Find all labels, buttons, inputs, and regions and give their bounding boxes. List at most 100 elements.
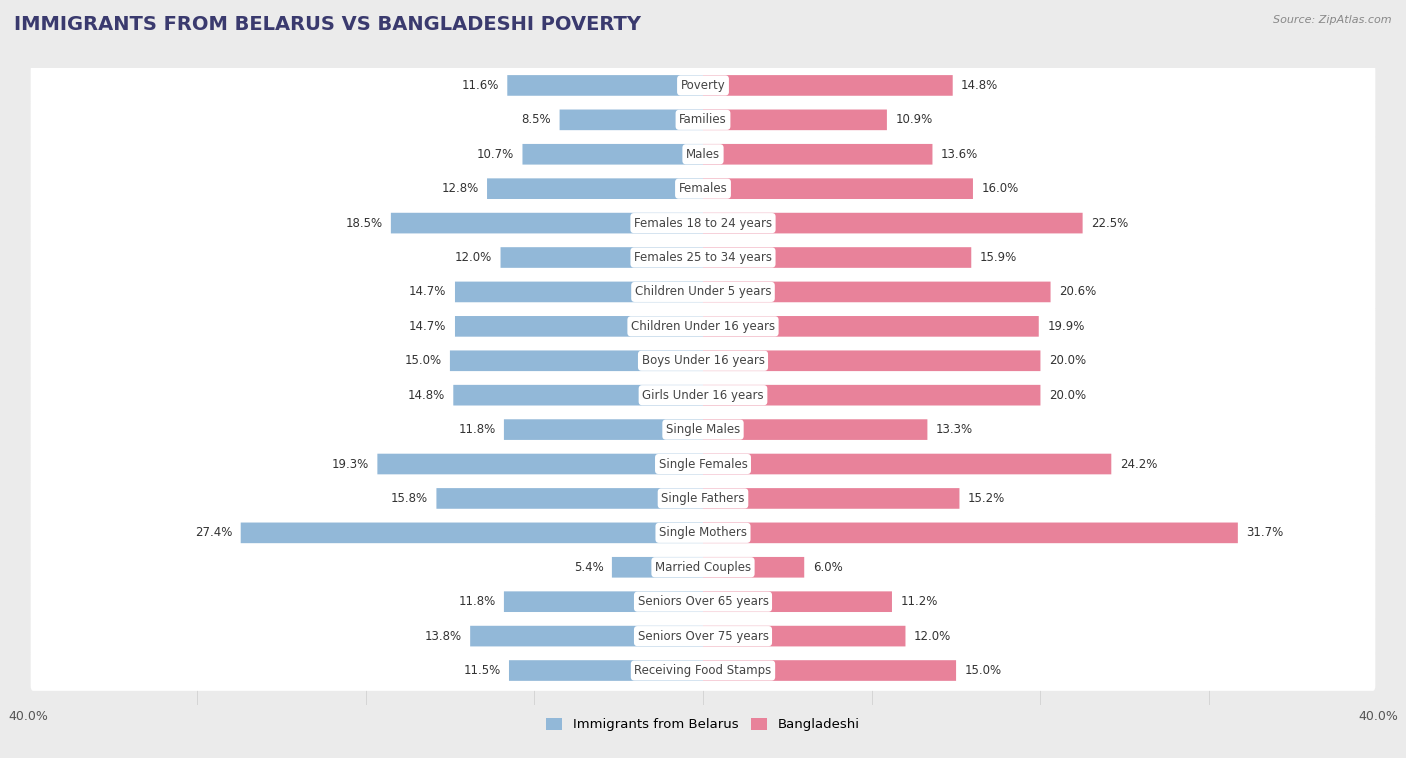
Text: Single Males: Single Males [666, 423, 740, 436]
FancyBboxPatch shape [703, 282, 1050, 302]
FancyBboxPatch shape [703, 454, 1111, 475]
Text: Children Under 5 years: Children Under 5 years [634, 286, 772, 299]
Text: 11.6%: 11.6% [461, 79, 499, 92]
FancyBboxPatch shape [703, 660, 956, 681]
Text: 19.3%: 19.3% [332, 458, 368, 471]
Text: Poverty: Poverty [681, 79, 725, 92]
FancyBboxPatch shape [560, 109, 703, 130]
Text: Females 25 to 34 years: Females 25 to 34 years [634, 251, 772, 264]
Text: 18.5%: 18.5% [346, 217, 382, 230]
Text: 11.5%: 11.5% [464, 664, 501, 677]
Text: Married Couples: Married Couples [655, 561, 751, 574]
FancyBboxPatch shape [31, 340, 1375, 381]
Text: Seniors Over 75 years: Seniors Over 75 years [637, 630, 769, 643]
FancyBboxPatch shape [612, 557, 703, 578]
Text: Seniors Over 65 years: Seniors Over 65 years [637, 595, 769, 608]
Text: 8.5%: 8.5% [522, 114, 551, 127]
FancyBboxPatch shape [31, 306, 1375, 346]
FancyBboxPatch shape [703, 316, 1039, 337]
FancyBboxPatch shape [31, 134, 1375, 174]
FancyBboxPatch shape [31, 375, 1375, 415]
Text: 14.7%: 14.7% [409, 320, 447, 333]
Text: 14.8%: 14.8% [962, 79, 998, 92]
FancyBboxPatch shape [503, 591, 703, 612]
FancyBboxPatch shape [391, 213, 703, 233]
Text: IMMIGRANTS FROM BELARUS VS BANGLADESHI POVERTY: IMMIGRANTS FROM BELARUS VS BANGLADESHI P… [14, 15, 641, 34]
Text: Receiving Food Stamps: Receiving Food Stamps [634, 664, 772, 677]
FancyBboxPatch shape [31, 168, 1375, 209]
FancyBboxPatch shape [240, 522, 703, 543]
Text: Females: Females [679, 182, 727, 195]
FancyBboxPatch shape [703, 178, 973, 199]
FancyBboxPatch shape [31, 99, 1375, 140]
Text: 15.0%: 15.0% [965, 664, 1001, 677]
Text: 10.7%: 10.7% [477, 148, 515, 161]
Text: 12.0%: 12.0% [914, 630, 950, 643]
FancyBboxPatch shape [31, 581, 1375, 622]
Text: 11.8%: 11.8% [458, 595, 495, 608]
FancyBboxPatch shape [31, 271, 1375, 312]
Text: Males: Males [686, 148, 720, 161]
FancyBboxPatch shape [703, 591, 891, 612]
Text: 20.6%: 20.6% [1059, 286, 1097, 299]
Text: 15.2%: 15.2% [967, 492, 1005, 505]
FancyBboxPatch shape [453, 385, 703, 406]
FancyBboxPatch shape [703, 213, 1083, 233]
Text: Boys Under 16 years: Boys Under 16 years [641, 354, 765, 368]
FancyBboxPatch shape [703, 247, 972, 268]
FancyBboxPatch shape [501, 247, 703, 268]
FancyBboxPatch shape [523, 144, 703, 164]
Text: 12.0%: 12.0% [456, 251, 492, 264]
FancyBboxPatch shape [31, 547, 1375, 587]
FancyBboxPatch shape [436, 488, 703, 509]
FancyBboxPatch shape [703, 557, 804, 578]
FancyBboxPatch shape [31, 443, 1375, 484]
Text: 16.0%: 16.0% [981, 182, 1018, 195]
FancyBboxPatch shape [486, 178, 703, 199]
Text: Families: Families [679, 114, 727, 127]
FancyBboxPatch shape [31, 478, 1375, 518]
Text: 20.0%: 20.0% [1049, 389, 1085, 402]
Text: 22.5%: 22.5% [1091, 217, 1128, 230]
Text: Girls Under 16 years: Girls Under 16 years [643, 389, 763, 402]
FancyBboxPatch shape [31, 237, 1375, 278]
FancyBboxPatch shape [377, 454, 703, 475]
Text: Children Under 16 years: Children Under 16 years [631, 320, 775, 333]
FancyBboxPatch shape [703, 75, 953, 96]
FancyBboxPatch shape [703, 109, 887, 130]
FancyBboxPatch shape [509, 660, 703, 681]
FancyBboxPatch shape [703, 144, 932, 164]
FancyBboxPatch shape [31, 203, 1375, 243]
Text: 15.0%: 15.0% [405, 354, 441, 368]
Text: 14.7%: 14.7% [409, 286, 447, 299]
Text: Females 18 to 24 years: Females 18 to 24 years [634, 217, 772, 230]
Text: 10.9%: 10.9% [896, 114, 932, 127]
FancyBboxPatch shape [456, 316, 703, 337]
FancyBboxPatch shape [508, 75, 703, 96]
FancyBboxPatch shape [450, 350, 703, 371]
FancyBboxPatch shape [31, 409, 1375, 450]
Text: 15.9%: 15.9% [980, 251, 1017, 264]
Text: 12.8%: 12.8% [441, 182, 478, 195]
FancyBboxPatch shape [31, 650, 1375, 691]
FancyBboxPatch shape [503, 419, 703, 440]
FancyBboxPatch shape [703, 488, 959, 509]
Text: Single Females: Single Females [658, 458, 748, 471]
FancyBboxPatch shape [703, 385, 1040, 406]
FancyBboxPatch shape [31, 512, 1375, 553]
Text: 11.2%: 11.2% [900, 595, 938, 608]
Legend: Immigrants from Belarus, Bangladeshi: Immigrants from Belarus, Bangladeshi [541, 713, 865, 737]
Text: 13.3%: 13.3% [936, 423, 973, 436]
Text: Single Mothers: Single Mothers [659, 526, 747, 540]
FancyBboxPatch shape [31, 615, 1375, 656]
FancyBboxPatch shape [456, 282, 703, 302]
Text: 13.8%: 13.8% [425, 630, 461, 643]
Text: 15.8%: 15.8% [391, 492, 427, 505]
Text: 13.6%: 13.6% [941, 148, 979, 161]
Text: 24.2%: 24.2% [1119, 458, 1157, 471]
Text: 19.9%: 19.9% [1047, 320, 1084, 333]
FancyBboxPatch shape [470, 626, 703, 647]
FancyBboxPatch shape [703, 350, 1040, 371]
Text: 11.8%: 11.8% [458, 423, 495, 436]
FancyBboxPatch shape [703, 626, 905, 647]
